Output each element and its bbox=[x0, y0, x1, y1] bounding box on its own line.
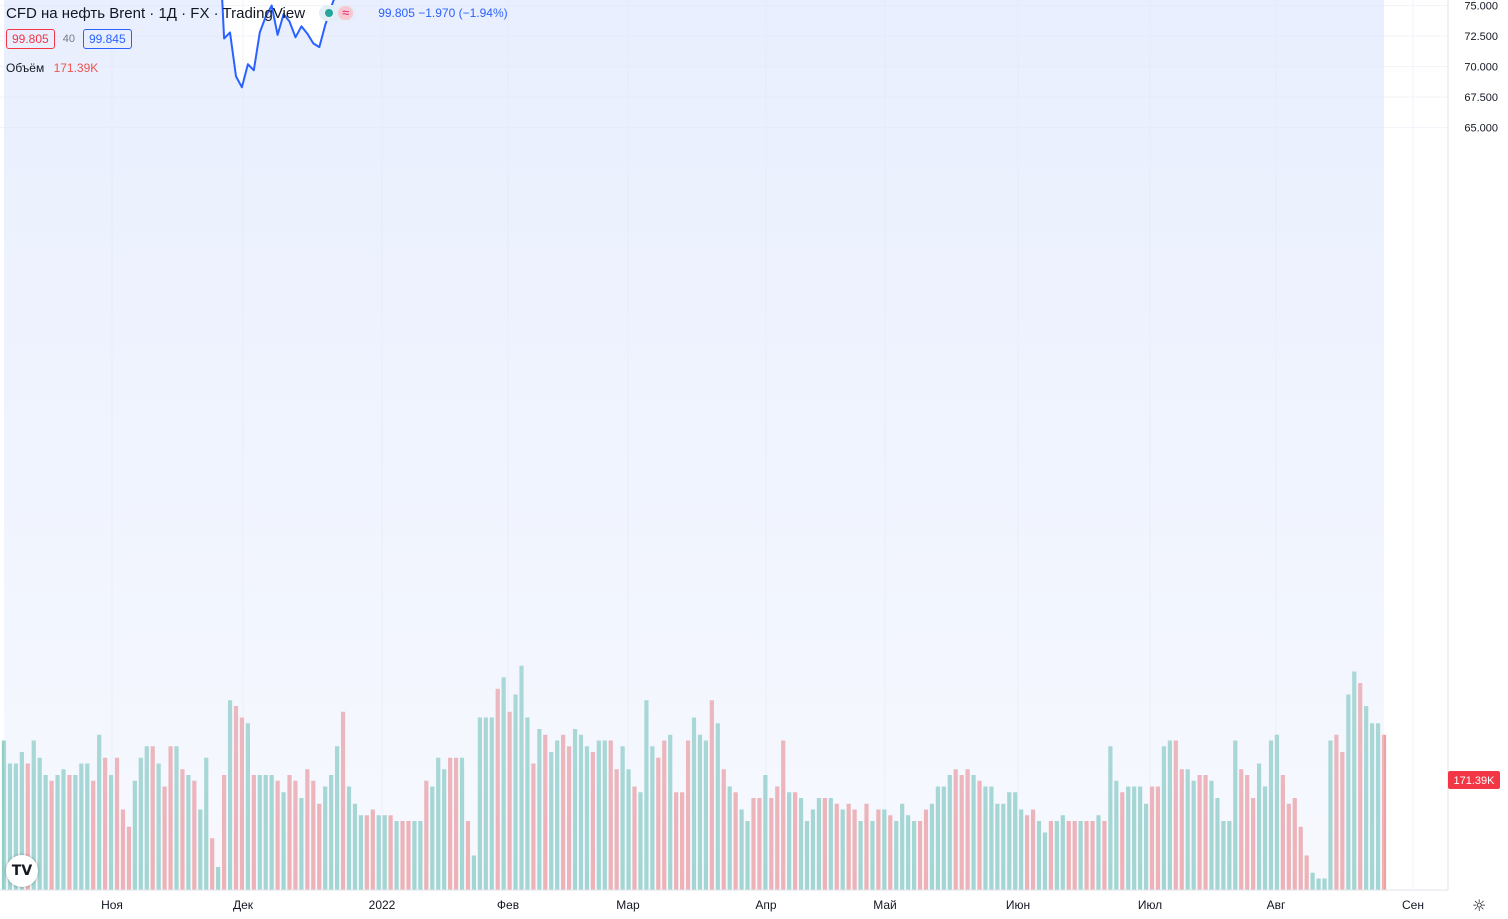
volume-legend-label: Объём bbox=[6, 61, 45, 75]
time-tick-label: Дек bbox=[233, 898, 254, 912]
price-change: 99.805 −1.970 (−1.94%) bbox=[378, 6, 508, 20]
price-tick-label: 65.000 bbox=[1464, 123, 1498, 135]
chart-header: CFD на нефть Brent · 1Д · FX · TradingVi… bbox=[6, 3, 508, 23]
time-tick-label: Ноя bbox=[101, 898, 123, 912]
symbol-title[interactable]: CFD на нефть Brent · 1Д · FX · TradingVi… bbox=[6, 4, 306, 22]
volume-legend-value: 171.39K bbox=[53, 61, 99, 75]
spread-value: 40 bbox=[62, 33, 75, 45]
price-tick-label: 70.000 bbox=[1464, 62, 1498, 74]
current-volume-label-bg bbox=[1448, 771, 1500, 789]
time-tick-label: Апр bbox=[755, 898, 777, 912]
time-tick-label: Мар bbox=[616, 898, 640, 912]
bid-price-button[interactable]: 99.805 bbox=[6, 29, 55, 49]
bid-ask-panel: 99.805 40 99.845 bbox=[6, 29, 132, 49]
price-tick-label: 67.500 bbox=[1464, 92, 1498, 104]
price-tick-label: 72.500 bbox=[1464, 31, 1498, 43]
gear-icon[interactable]: ☼ bbox=[1472, 896, 1486, 915]
current-volume-label: 171.39K bbox=[1454, 775, 1496, 787]
time-tick-label: 2022 bbox=[369, 898, 396, 912]
time-tick-label: Сен bbox=[1402, 898, 1424, 912]
time-tick-label: Фев bbox=[497, 898, 519, 912]
market-status[interactable]: ≈ bbox=[319, 5, 357, 21]
tradingview-logo-text: TV bbox=[11, 863, 33, 879]
volume-legend[interactable]: Объём 171.39K bbox=[6, 61, 98, 75]
gear-icon-glyph: ☼ bbox=[1472, 896, 1487, 915]
price-line[interactable] bbox=[4, 0, 1384, 89]
price-tick-label: 75.000 bbox=[1464, 1, 1498, 13]
time-tick-label: Июл bbox=[1138, 898, 1162, 912]
tradingview-logo-icon[interactable]: TV bbox=[6, 855, 38, 887]
time-tick-label: Авг bbox=[1267, 898, 1286, 912]
price-area-fill bbox=[4, 0, 1384, 890]
ask-price-button[interactable]: 99.845 bbox=[82, 29, 132, 49]
market-open-icon bbox=[325, 9, 334, 17]
time-tick-label: Июн bbox=[1006, 898, 1030, 912]
delayed-data-icon: ≈ bbox=[338, 6, 354, 20]
time-tick-label: Май bbox=[873, 898, 897, 912]
